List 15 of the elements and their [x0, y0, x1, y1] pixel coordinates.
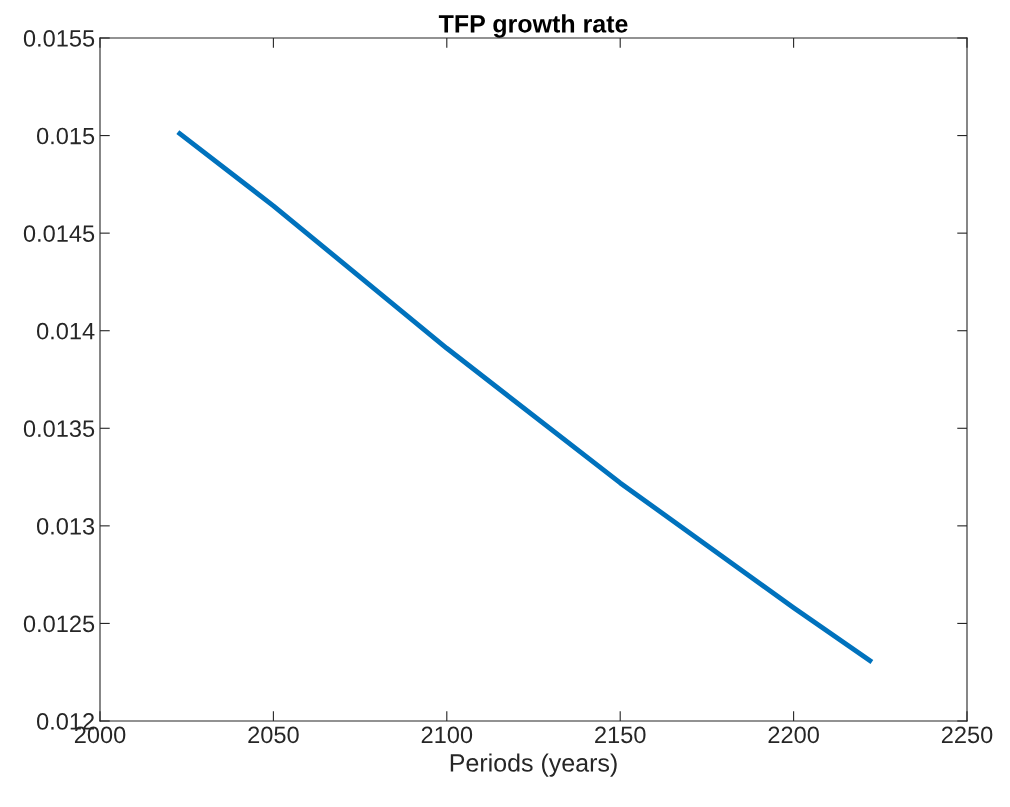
- y-tick-label: 0.0135: [23, 420, 95, 438]
- y-tick-label: 0.013: [36, 517, 95, 535]
- y-tick-label: 0.0155: [23, 30, 95, 47]
- chart-title: TFP growth rate: [438, 14, 628, 38]
- y-tick-label: 0.014: [36, 322, 95, 340]
- x-axis-title: Periods (years): [450, 753, 617, 777]
- x-tick-label: 2250: [941, 726, 993, 744]
- x-tick-label: 2100: [421, 726, 473, 744]
- line-series: [177, 131, 873, 663]
- y-tick-label: 0.015: [36, 127, 95, 145]
- x-tick-label: 2150: [595, 726, 646, 744]
- y-tick-label: 0.0125: [23, 615, 95, 633]
- y-tick-label: 0.0145: [23, 225, 95, 242]
- x-tick-label: 2050: [248, 726, 299, 744]
- x-tick-label: 2200: [768, 726, 819, 744]
